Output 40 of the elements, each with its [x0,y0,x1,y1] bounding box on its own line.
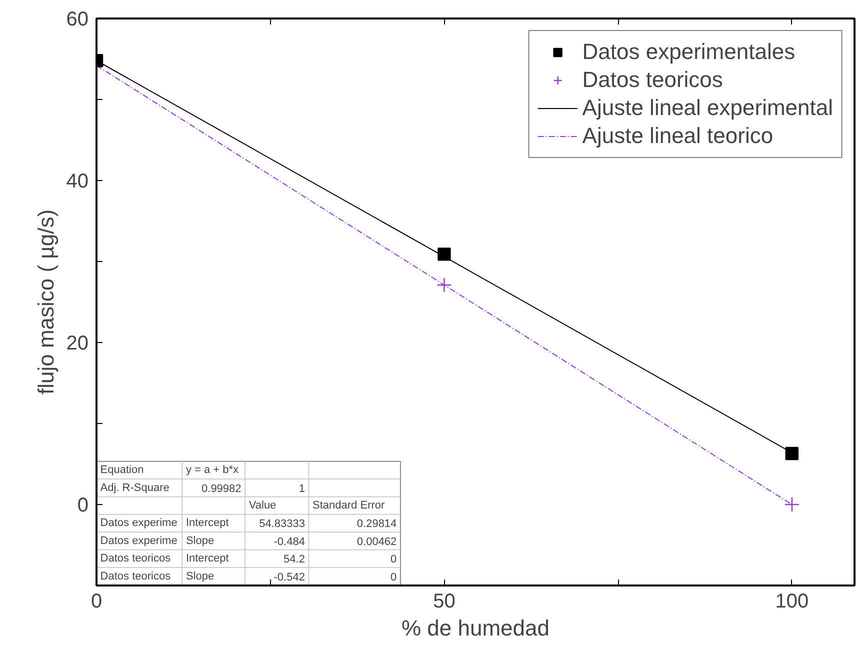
y-axis-title: flujo masico ( µg/s) [33,209,58,395]
legend-label: Datos experimentales [582,39,796,65]
point [784,496,800,512]
point [436,277,452,293]
annotation: 54.2 [284,554,305,566]
annotation: y = a + b*x [186,464,240,476]
annotation: -0.542 [274,571,305,584]
annotation: 1 [298,482,305,495]
x-tick-label: 100 [775,590,809,612]
annotation: Slope [186,570,214,582]
legend-label: Datos teoricos [582,67,723,93]
y-tick-label: 40 [66,170,89,192]
x-axis-title: % de humedad [402,616,550,640]
annotation: Standard Error [312,500,386,512]
point [438,248,451,261]
annotation: Intercept [186,552,229,565]
point [785,446,799,460]
annotation: 0.00462 [356,536,397,548]
y-tick-label: 20 [66,332,89,354]
annotation: Datos teoricos [100,552,172,565]
x-tick-label: 0 [90,590,102,612]
annotation: Value [248,500,276,512]
annotation: 0.29814 [356,518,397,530]
y-tick-label: 0 [77,494,88,516]
annotation: 0.99982 [202,482,242,495]
annotation: Adj. R-Square [100,482,170,494]
annotation: -0.484 [274,536,305,548]
legend-label: Ajuste lineal experimental [582,95,833,121]
x-tick-label: 50 [433,590,456,612]
annotation: Equation [100,464,144,476]
annotation: 54.83333 [259,518,305,530]
annotation: 0 [390,571,397,584]
annotation: Datos experime [100,534,178,547]
y-tick-label: 60 [66,8,89,30]
annotation: Intercept [186,517,229,530]
annotation: Slope [186,534,214,547]
annotation: Datos teoricos [100,570,172,582]
legend-label: Ajuste lineal teorico [582,123,774,149]
annotation: 0 [390,554,397,566]
annotation: Datos experime [100,517,178,530]
